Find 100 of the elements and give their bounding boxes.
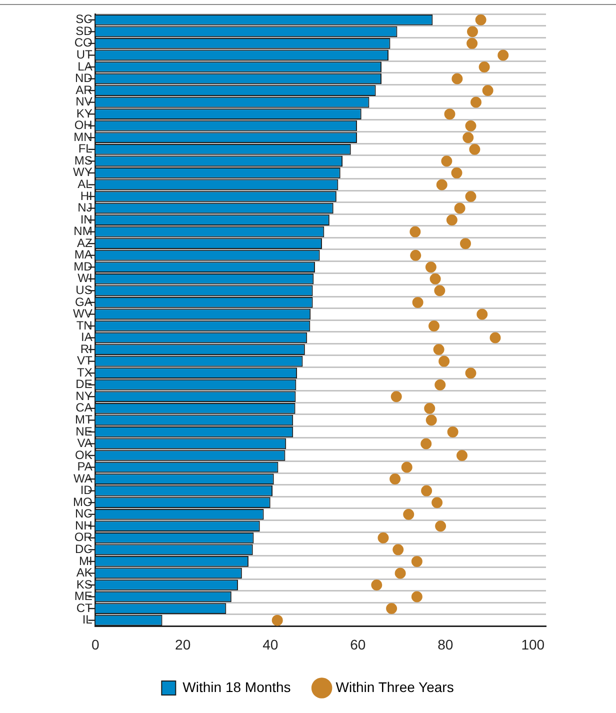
point (401, 462, 412, 473)
y-tick-label: OK (74, 448, 92, 462)
legend-label: Within 18 Months (182, 678, 291, 695)
point (433, 344, 444, 356)
point (446, 214, 458, 226)
point (410, 250, 422, 261)
point (403, 508, 414, 520)
y-tick-label: IL (82, 612, 93, 627)
point (421, 485, 432, 496)
point (441, 156, 452, 167)
y-tick-label: UT (76, 48, 93, 62)
y-tick-label: DC (74, 542, 93, 556)
point (466, 38, 478, 49)
y-tick-label: MA (74, 248, 92, 262)
y-tick-label: WV (72, 306, 92, 321)
y-tick-label: CO (74, 36, 92, 50)
point (438, 356, 450, 367)
y-tick-label: NY (76, 388, 92, 403)
y-tick-label: WI (78, 271, 92, 286)
point (456, 450, 468, 461)
point (434, 379, 446, 390)
point (392, 544, 404, 556)
point (436, 179, 448, 190)
point (390, 391, 402, 402)
y-tick-label: ME (74, 589, 92, 604)
y-tick-label: MS (74, 153, 92, 168)
y-tick-label: OH (74, 118, 92, 132)
x-tick-label: 80 (438, 636, 454, 652)
y-tick-label: MT (75, 412, 93, 426)
point (378, 532, 389, 544)
point (424, 402, 436, 414)
point (470, 96, 482, 108)
point (410, 226, 421, 238)
y-tick-label: DE (76, 377, 92, 392)
point (475, 14, 486, 26)
point (465, 190, 476, 202)
point (465, 368, 476, 379)
point (478, 61, 490, 72)
y-tick-label: RI (80, 342, 92, 356)
y-tick-label: PA (77, 460, 92, 474)
point (462, 132, 474, 144)
y-tick-label: MO (72, 494, 92, 509)
y-tick-label: WY (72, 165, 92, 180)
y-tick-label: HI (80, 188, 92, 203)
y-tick-label: IA (80, 330, 92, 344)
y-tick-label: CT (76, 600, 93, 615)
point (451, 167, 462, 178)
point (411, 556, 422, 567)
y-tick-label: ID (80, 483, 93, 498)
y-tick-label: KS (76, 577, 92, 592)
y-tick-label: NH (74, 518, 92, 532)
y-tick-label: GA (74, 294, 92, 309)
y-tick-label: AR (76, 82, 93, 97)
y-tick-label: TN (76, 318, 92, 332)
y-tick-label: MN (74, 130, 92, 144)
point (394, 568, 406, 579)
y-tick-label: WA (73, 471, 92, 486)
y-tick-label: NM (74, 224, 92, 238)
y-tick-label: AZ (76, 236, 92, 250)
point (425, 262, 436, 273)
point (498, 50, 509, 61)
point (466, 26, 478, 38)
point (454, 202, 466, 214)
point (465, 120, 476, 132)
y-tick-label: LA (78, 59, 92, 74)
y-tick-label: VT (76, 354, 93, 368)
point (428, 320, 440, 332)
x-tick-label: 40 (262, 636, 278, 652)
y-tick-label: NJ (78, 200, 92, 215)
point (476, 308, 488, 320)
x-tick-label: 60 (350, 636, 366, 652)
x-tick-label: 20 (175, 636, 191, 652)
y-tick-label: NE (76, 424, 92, 438)
point (444, 108, 456, 120)
y-tick-label: NC (74, 506, 93, 521)
point (390, 474, 401, 485)
y-tick-label: IN (80, 212, 92, 226)
y-tick-label: FL (78, 142, 93, 156)
y-tick-label: SC (76, 12, 93, 26)
y-tick-label: KY (76, 106, 92, 120)
point (469, 144, 480, 155)
x-tick-label: 100 (521, 636, 545, 652)
y-tick-label: ND (74, 71, 93, 86)
point (490, 332, 501, 344)
legend-label: Within Three Years (336, 678, 454, 695)
point (447, 426, 458, 438)
point (435, 520, 446, 532)
y-tick-label: NV (76, 94, 92, 109)
y-tick-label: MI (78, 554, 92, 568)
y-tick-label: TX (76, 365, 92, 380)
point (420, 438, 432, 450)
point (426, 414, 437, 426)
point (412, 296, 424, 308)
y-tick-label: MD (74, 259, 93, 274)
y-tick-label: US (76, 282, 92, 297)
point (434, 285, 446, 296)
y-tick-label: AL (78, 177, 93, 192)
point (386, 603, 398, 614)
y-tick-label: VA (77, 436, 92, 450)
point (411, 591, 422, 602)
